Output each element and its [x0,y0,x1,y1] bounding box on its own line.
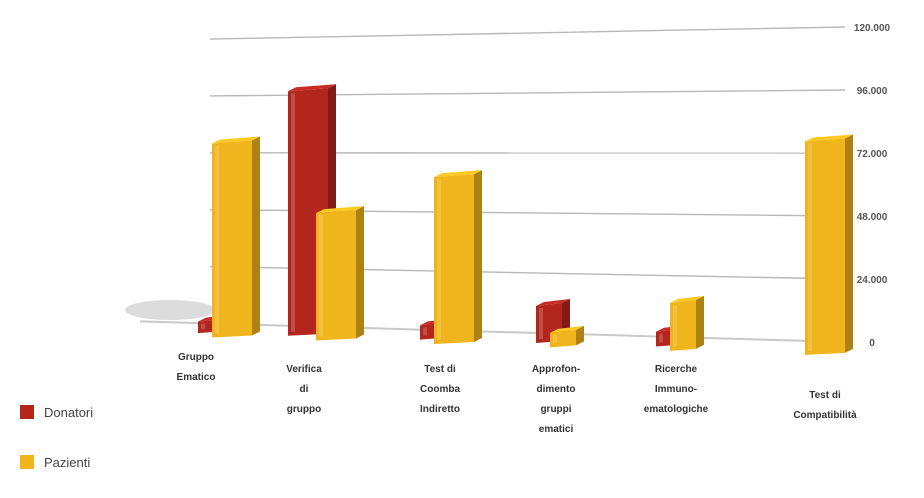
category-label: Ricerche [655,364,698,375]
category-label: ematologiche [644,404,709,415]
category-label: Compatibilità [793,410,857,421]
category-label: Verifica [286,364,322,375]
category-label: Gruppo [178,352,214,363]
y-tick-label: 24.000 [857,275,888,286]
gridline [210,27,845,39]
y-tick-label: 48.000 [857,212,888,223]
y-tick-label: 0 [869,338,875,349]
category-label: gruppo [287,404,321,415]
bar-pazienti [670,296,704,351]
legend-item-donatori: Donatori [20,398,93,426]
category-label: Test di [424,364,456,375]
bar-shadows [125,300,215,320]
bar-pazienti [805,135,853,355]
bar-pazienti [434,170,482,344]
category-label: Indiretto [420,404,460,415]
legend-swatch-pazienti [20,455,34,469]
legend: Donatori Pazienti [20,398,93,498]
category-label: Approfon- [532,364,580,375]
category-label: Ematico [177,372,216,383]
category-labels: Gruppo Ematico Verifica di gruppo Test di Coom… [177,352,858,435]
category-label: gruppi [540,404,571,415]
category-label: ematici [539,424,574,435]
y-tick-labels: 0 24.000 48.000 72.000 96.000 120.000 [854,23,891,349]
y-tick-label: 72.000 [857,149,888,160]
category-label: di [300,384,309,395]
legend-swatch-donatori [20,405,34,419]
category-label: dimento [537,384,576,395]
category-label: Immuno- [655,384,697,395]
bar-pazienti [316,206,364,340]
category-label: Coomba [420,384,460,395]
floor-shadow [125,300,215,320]
bar-pazienti [212,136,260,337]
legend-label-donatori: Donatori [44,405,93,420]
y-tick-label: 120.000 [854,23,891,34]
legend-label-pazienti: Pazienti [44,455,90,470]
bar-chart: 0 24.000 48.000 72.000 96.000 120.000 Gruppo E… [0,0,924,472]
bars [198,84,853,355]
y-tick-label: 96.000 [857,86,888,97]
category-label: Test di [809,390,841,401]
